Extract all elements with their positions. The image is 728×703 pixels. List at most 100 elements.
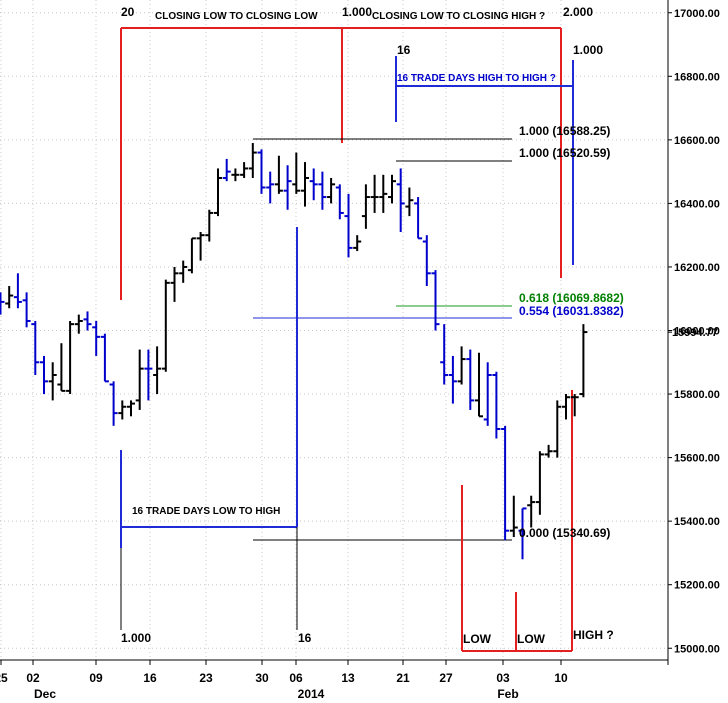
annotation-ratio-top-2: 2.000 <box>563 5 593 19</box>
annotation-low-1: LOW <box>463 632 492 646</box>
ohlc-bar <box>405 187 414 217</box>
annotation-high-question: HIGH ? <box>573 628 614 642</box>
y-tick-label: 15400.00 <box>674 516 720 528</box>
ohlc-bar <box>527 495 536 528</box>
ohlc-bar <box>379 174 388 213</box>
x-tick-label: 06 <box>289 671 303 685</box>
x-tick-label: 10 <box>554 671 568 685</box>
grid-layer <box>0 0 668 660</box>
ohlc-bar <box>100 333 109 383</box>
ohlc-bar <box>492 371 501 439</box>
ohlc-bar <box>187 237 196 274</box>
annotation-count-16-bottom: 16 <box>298 631 312 645</box>
ohlc-bar <box>83 311 92 331</box>
x-tick-label: 13 <box>341 671 355 685</box>
y-tick-label: 15800.00 <box>674 389 720 401</box>
ohlc-bar <box>40 355 48 395</box>
y-tick-label: 16400.00 <box>674 198 720 210</box>
x-tick-label: 25 <box>0 671 8 685</box>
annotation-count-20: 20 <box>121 5 135 19</box>
annotation-level-0000: 0.000 (15340.69) <box>519 526 610 540</box>
ohlc-bar <box>274 155 283 194</box>
x-tick-label: 27 <box>439 671 453 685</box>
ohlc-bar <box>440 324 449 385</box>
x-tick-label: 21 <box>396 671 410 685</box>
ohlc-bar <box>31 320 40 375</box>
ohlc-bar <box>361 184 370 229</box>
ohlc-bar <box>231 168 240 182</box>
ohlc-bar <box>222 158 231 182</box>
x-tick-label: 09 <box>89 671 103 685</box>
ohlc-bar <box>509 495 518 538</box>
x-tick-label: 03 <box>496 671 510 685</box>
ohlc-bar <box>553 400 562 458</box>
ohlc-bar <box>170 266 179 302</box>
ohlc-bar <box>153 346 162 395</box>
y-tick-label: 16600.00 <box>674 135 720 147</box>
ohlc-bar <box>414 197 423 240</box>
annotation-level-0554: 0.554 (16031.8382) <box>519 304 624 318</box>
ohlc-bar <box>109 381 118 426</box>
annotation-level-0618: 0.618 (16069.8682) <box>519 291 624 305</box>
ohlc-bar <box>13 273 22 309</box>
ohlc-bar <box>570 394 579 417</box>
annotation-ratio-top-right: 1.000 <box>573 43 603 57</box>
ohlc-bar <box>535 451 544 515</box>
ohlc-bar <box>5 286 14 309</box>
x-month-label: Feb <box>497 687 518 701</box>
y-tick-label: 17000.00 <box>674 8 720 20</box>
ohlc-bar <box>161 279 170 372</box>
ohlc-bar <box>22 292 31 328</box>
ohlc-bar <box>466 349 475 410</box>
annotation-low-2: LOW <box>517 632 546 646</box>
ohlc-bar <box>327 177 336 204</box>
ohlc-bar <box>66 320 75 395</box>
x-tick-label: 16 <box>143 671 157 685</box>
ohlc-bar <box>318 171 327 210</box>
ohlc-bar <box>196 231 205 261</box>
x-month-label: Dec <box>34 687 56 701</box>
ohlc-bar <box>292 152 301 194</box>
ohlc-bar <box>579 324 588 398</box>
ohlc-bar <box>562 394 570 420</box>
ohlc-bar <box>266 171 275 204</box>
ohlc-bar <box>388 174 396 204</box>
ohlc-bar <box>353 235 362 252</box>
annotation-lines <box>120 27 574 652</box>
ohlc-bar <box>92 320 101 356</box>
y-tick-label: 16800.00 <box>674 71 720 83</box>
ohlc-bar <box>501 425 510 541</box>
y-tick-label: 16200.00 <box>674 262 720 274</box>
ohlc-bar <box>448 355 457 404</box>
x-month-label: 2014 <box>298 687 325 701</box>
ohlc-bar <box>483 362 492 426</box>
ohlc-bar <box>457 346 466 385</box>
y-tick-label: 15000.00 <box>674 643 720 655</box>
ohlc-bar <box>544 444 553 458</box>
ohlc-bar <box>144 349 153 401</box>
x-tick-label: 02 <box>26 671 40 685</box>
annotation-labels: CLOSING LOW TO CLOSING LOW CLOSING LOW TO… <box>121 5 624 646</box>
y-tick-label: 15600.00 <box>674 453 720 465</box>
ohlc-bar <box>344 193 353 258</box>
ohlc-bar <box>179 260 188 283</box>
ohlc-bar <box>127 400 135 417</box>
ohlc-bar <box>335 184 344 220</box>
ohlc-bar <box>257 149 266 194</box>
ohlc-bar <box>57 343 66 392</box>
ohlc-bar <box>396 168 405 232</box>
ohlc-bar <box>118 400 127 420</box>
ohlc-bar <box>214 168 222 217</box>
y-tick-label: 15200.00 <box>674 580 720 592</box>
ohlc-bar <box>301 162 309 207</box>
annotation-sixteen-days-high-to-high: 16 TRADE DAYS HIGH TO HIGH ? <box>397 73 556 84</box>
ohlc-bar <box>309 168 318 201</box>
annotation-ratio-bottom-1: 1.000 <box>121 631 151 645</box>
ohlc-bar <box>518 507 527 560</box>
ohlc-bar <box>0 292 5 315</box>
annotation-closing-low-to-closing-high: CLOSING LOW TO CLOSING HIGH ? <box>372 11 545 22</box>
last-price-label: 15994.77 <box>672 327 718 339</box>
annotation-closing-low-to-closing-low: CLOSING LOW TO CLOSING LOW <box>155 11 318 22</box>
ohlc-bar <box>370 174 379 213</box>
